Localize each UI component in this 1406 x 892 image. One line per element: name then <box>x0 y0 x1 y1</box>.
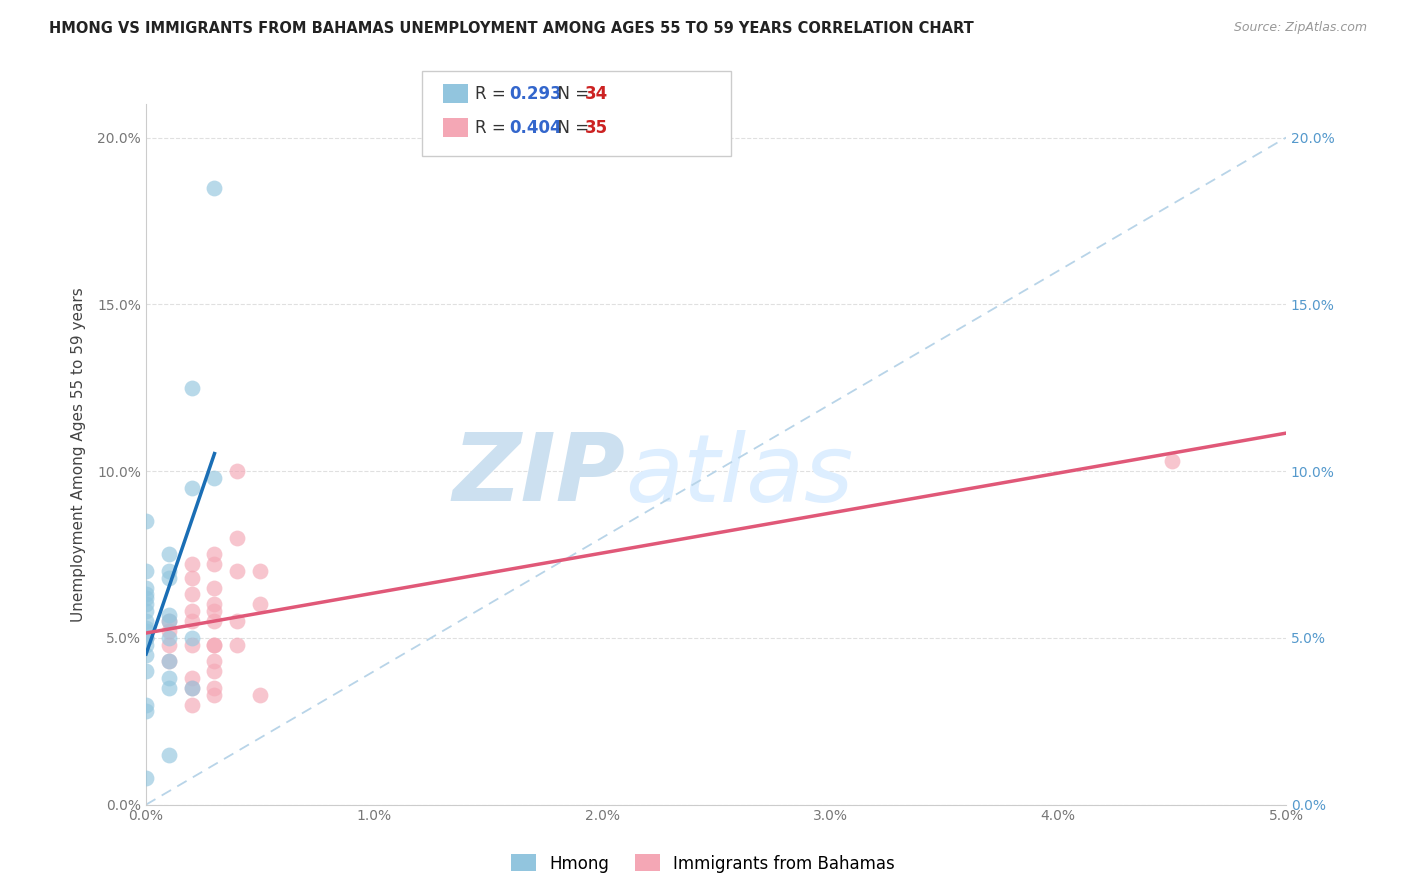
Text: R =: R = <box>475 119 512 136</box>
Point <box>180 681 202 695</box>
Text: atlas: atlas <box>624 430 853 521</box>
Text: ZIP: ZIP <box>451 429 624 522</box>
Point <box>204 638 226 652</box>
Point <box>180 631 202 645</box>
Legend: Hmong, Immigrants from Bahamas: Hmong, Immigrants from Bahamas <box>505 847 901 880</box>
Text: HMONG VS IMMIGRANTS FROM BAHAMAS UNEMPLOYMENT AMONG AGES 55 TO 59 YEARS CORRELAT: HMONG VS IMMIGRANTS FROM BAHAMAS UNEMPLO… <box>49 21 974 36</box>
Point <box>204 598 226 612</box>
Point <box>135 704 157 718</box>
Text: Source: ZipAtlas.com: Source: ZipAtlas.com <box>1233 21 1367 34</box>
Point <box>204 558 226 572</box>
Point <box>135 631 157 645</box>
Point <box>204 581 226 595</box>
Point <box>135 581 157 595</box>
Point <box>157 614 180 628</box>
Point <box>157 548 180 562</box>
Point <box>135 598 157 612</box>
Point <box>180 558 202 572</box>
Point <box>135 631 157 645</box>
Point <box>226 614 249 628</box>
Text: 35: 35 <box>585 119 607 136</box>
Point <box>249 688 271 702</box>
Point <box>180 638 202 652</box>
Point <box>204 548 226 562</box>
Point <box>157 654 180 668</box>
Text: R =: R = <box>475 85 512 103</box>
Point <box>204 638 226 652</box>
Point <box>157 607 180 622</box>
Point <box>226 564 249 578</box>
Point <box>204 664 226 678</box>
Point <box>180 381 202 395</box>
Point <box>204 604 226 618</box>
Point <box>180 614 202 628</box>
Point <box>135 664 157 678</box>
Point <box>180 571 202 585</box>
Point <box>157 614 180 628</box>
Text: 0.404: 0.404 <box>509 119 561 136</box>
Point <box>135 564 157 578</box>
Point <box>204 471 226 485</box>
Point <box>204 180 226 194</box>
Point <box>135 624 157 639</box>
Text: 0.293: 0.293 <box>509 85 562 103</box>
Point <box>157 638 180 652</box>
Point <box>180 587 202 601</box>
Point <box>157 671 180 685</box>
Point <box>157 747 180 762</box>
Point <box>249 564 271 578</box>
Point <box>180 698 202 712</box>
Point <box>226 531 249 545</box>
Point <box>135 614 157 628</box>
Point <box>135 591 157 605</box>
Point <box>157 654 180 668</box>
Point <box>180 681 202 695</box>
Point <box>135 514 157 528</box>
Point <box>226 638 249 652</box>
Text: N =: N = <box>547 119 595 136</box>
Point <box>135 621 157 635</box>
Point <box>135 771 157 785</box>
Point <box>204 681 226 695</box>
Point <box>180 671 202 685</box>
Point <box>157 681 180 695</box>
Text: N =: N = <box>547 85 595 103</box>
Point <box>249 598 271 612</box>
Point <box>157 624 180 639</box>
Point <box>180 481 202 495</box>
Point <box>135 631 157 645</box>
Point <box>135 587 157 601</box>
Y-axis label: Unemployment Among Ages 55 to 59 years: Unemployment Among Ages 55 to 59 years <box>72 287 86 622</box>
Point <box>157 631 180 645</box>
Point <box>135 638 157 652</box>
Point <box>204 654 226 668</box>
Point <box>204 614 226 628</box>
Point <box>135 698 157 712</box>
Point <box>157 564 180 578</box>
Text: 34: 34 <box>585 85 609 103</box>
Point <box>204 688 226 702</box>
Point <box>135 604 157 618</box>
Point <box>157 571 180 585</box>
Point <box>226 464 249 478</box>
Point <box>180 604 202 618</box>
Point <box>135 648 157 662</box>
Point <box>1161 454 1184 468</box>
